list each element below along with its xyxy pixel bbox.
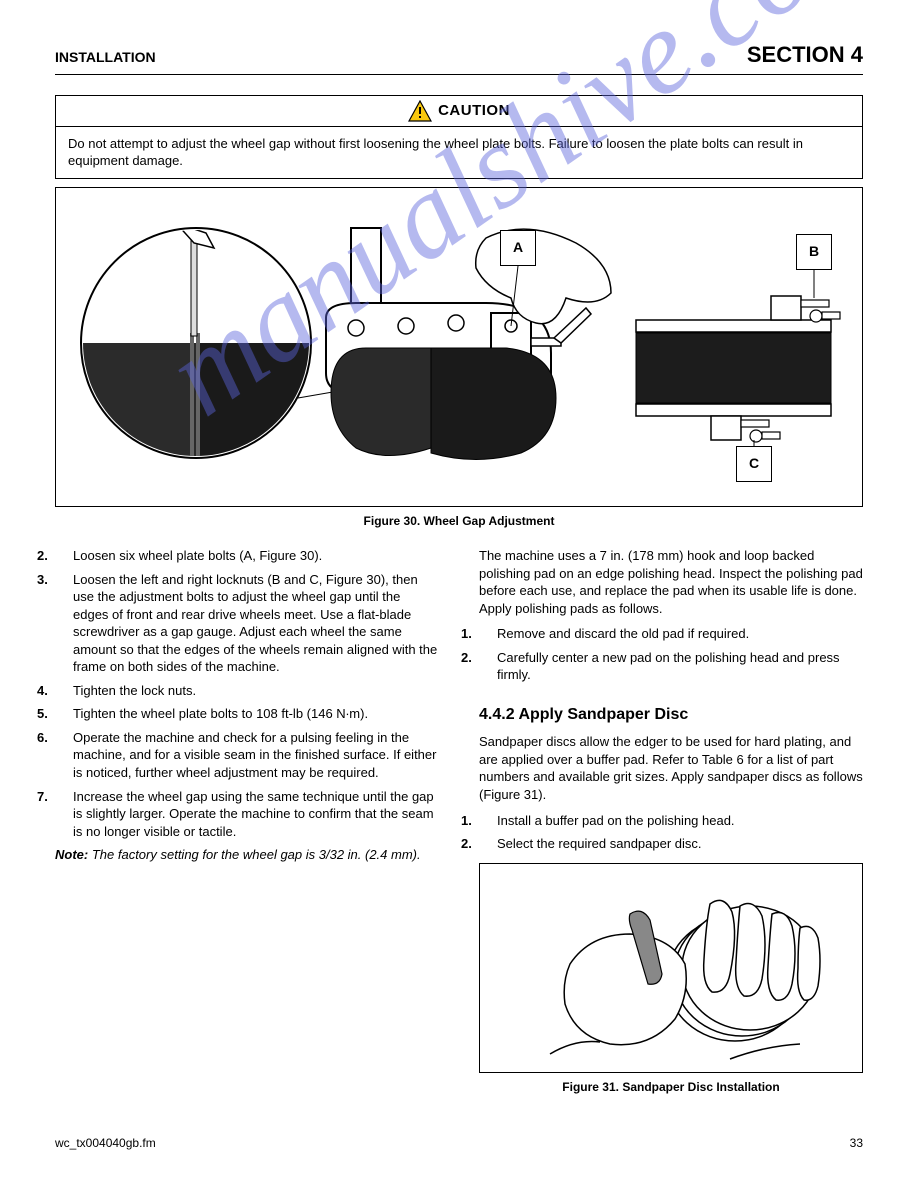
- page-header: INSTALLATION SECTION 4: [55, 40, 863, 75]
- caution-header: CAUTION: [56, 96, 862, 127]
- disc-step-1: Install a buffer pad on the polishing he…: [497, 812, 863, 830]
- callout-c: C: [736, 446, 772, 482]
- caution-text: Do not attempt to adjust the wheel gap w…: [56, 127, 862, 178]
- subsection-heading: 4.4.2 Apply Sandpaper Disc: [479, 704, 863, 726]
- callout-b: B: [796, 234, 832, 270]
- page-footer: wc_tx004040gb.fm 33: [55, 1135, 863, 1151]
- note-label: Note:: [55, 847, 88, 862]
- step-4: Tighten the lock nuts.: [73, 682, 439, 700]
- step-5: Tighten the wheel plate bolts to 108 ft-…: [73, 705, 439, 723]
- pad-step-1: Remove and discard the old pad if requir…: [497, 625, 863, 643]
- figure-30-caption: Figure 30. Wheel Gap Adjustment: [55, 513, 863, 529]
- figure-30: A B C: [55, 187, 863, 507]
- note: Note: The factory setting for the wheel …: [55, 846, 439, 864]
- header-title: SECTION 4: [747, 40, 863, 70]
- right-column: The machine uses a 7 in. (178 mm) hook a…: [479, 547, 863, 1095]
- footer-left: wc_tx004040gb.fm: [55, 1135, 156, 1151]
- figure-31-caption: Figure 31. Sandpaper Disc Installation: [479, 1079, 863, 1095]
- step-6: Operate the machine and check for a puls…: [73, 729, 439, 782]
- step-2: Loosen six wheel plate bolts (A, Figure …: [73, 547, 439, 565]
- disc-step-2: Select the required sandpaper disc.: [497, 835, 863, 853]
- left-column: Loosen six wheel plate bolts (A, Figure …: [55, 547, 439, 1095]
- figure-31: [479, 863, 863, 1073]
- step-3: Loosen the left and right locknuts (B an…: [73, 571, 439, 676]
- caution-box: CAUTION Do not attempt to adjust the whe…: [55, 95, 863, 179]
- note-text: The factory setting for the wheel gap is…: [92, 847, 421, 862]
- header-section: INSTALLATION: [55, 48, 156, 67]
- caution-label: CAUTION: [438, 101, 510, 121]
- step-7: Increase the wheel gap using the same te…: [73, 788, 439, 841]
- callout-a: A: [500, 230, 536, 266]
- right-intro: The machine uses a 7 in. (178 mm) hook a…: [479, 547, 863, 617]
- pad-step-2: Carefully center a new pad on the polish…: [497, 649, 863, 684]
- warning-triangle-icon: [408, 100, 432, 122]
- subsection-text: Sandpaper discs allow the edger to be us…: [479, 733, 863, 803]
- footer-right: 33: [850, 1135, 863, 1151]
